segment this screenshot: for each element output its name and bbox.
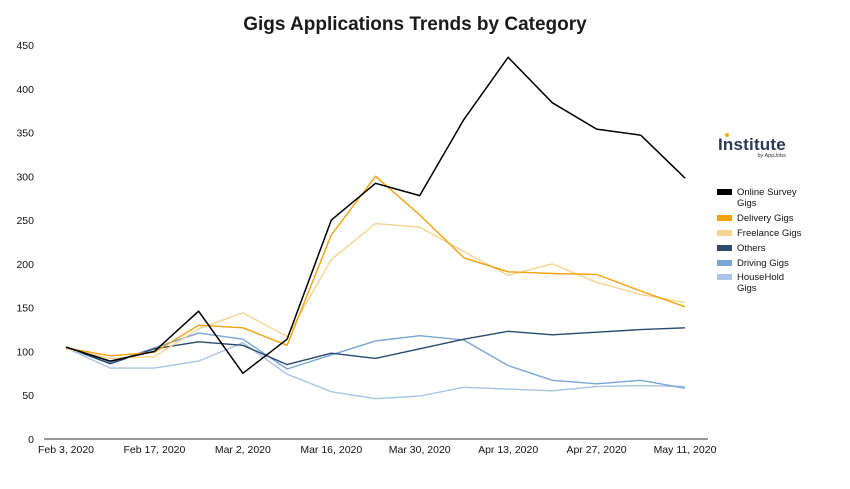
x-tick-label: Mar 2, 2020 — [215, 444, 271, 456]
brand-dot-icon — [724, 133, 729, 137]
x-axis: Feb 3, 2020 Feb 17, 2020 Mar 2, 2020 Mar 16… — [38, 438, 717, 456]
legend-swatch — [717, 215, 732, 221]
legend-label: Online Survey Gigs — [737, 187, 797, 209]
legend-label: HouseHold Gigs — [737, 272, 784, 294]
legend-swatch — [717, 245, 732, 251]
legend: Online Survey Gigs Delivery Gigs Freelance … — [717, 187, 802, 294]
chart-title: Gigs Applications Trends by Category — [243, 14, 587, 35]
x-tick-label: Feb 3, 2020 — [38, 444, 94, 456]
x-tick-label: Mar 30, 2020 — [389, 444, 451, 456]
y-tick-label: 300 — [16, 171, 34, 183]
series-layer — [65, 56, 686, 400]
brand-name-text: Institute — [718, 135, 786, 154]
brand-logo: Institute by AppJobs — [718, 133, 786, 159]
y-tick-label: 250 — [16, 215, 34, 227]
y-axis: 0 50 100 150 200 250 300 350 400 450 — [16, 40, 34, 446]
x-tick-label: Feb 17, 2020 — [123, 444, 185, 456]
brand-subtitle: by AppJobs — [757, 153, 786, 159]
series-line-3 — [65, 327, 686, 366]
legend-label: Delivery Gigs — [737, 213, 794, 224]
y-tick-label: 150 — [16, 303, 34, 315]
brand-name: Institute — [718, 133, 786, 155]
series-line-0 — [65, 56, 686, 375]
y-tick-label: 0 — [28, 434, 34, 446]
y-tick-label: 450 — [16, 40, 34, 52]
y-tick-label: 100 — [16, 346, 34, 358]
y-tick-label: 50 — [22, 390, 34, 402]
legend-label: Driving Gigs — [737, 258, 789, 269]
x-tick-label: Apr 13, 2020 — [478, 444, 538, 456]
series-line-2 — [65, 222, 686, 360]
legend-swatch — [717, 274, 732, 280]
x-tick-label: May 11, 2020 — [654, 444, 717, 456]
series-line-1 — [65, 175, 686, 357]
legend-swatch — [717, 189, 732, 195]
x-tick-label: Apr 27, 2020 — [567, 444, 627, 456]
y-tick-label: 400 — [16, 84, 34, 96]
y-tick-label: 350 — [16, 128, 34, 140]
legend-swatch — [717, 260, 732, 266]
legend-label: Others — [737, 243, 766, 254]
legend-label: Freelance Gigs — [737, 228, 802, 239]
series-line-5 — [65, 342, 686, 400]
y-tick-label: 200 — [16, 259, 34, 271]
x-tick-label: Mar 16, 2020 — [300, 444, 362, 456]
series-line-4 — [65, 332, 686, 389]
legend-swatch — [717, 230, 732, 236]
